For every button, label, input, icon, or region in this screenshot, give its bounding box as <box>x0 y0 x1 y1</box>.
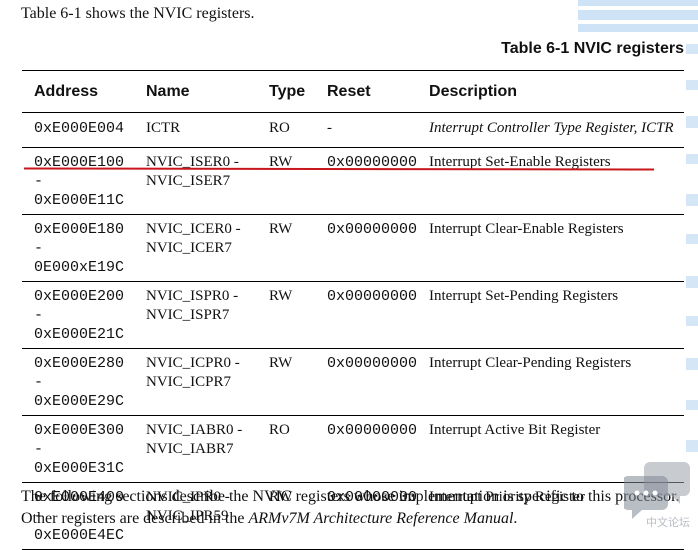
cell-name: ICTR <box>134 112 257 148</box>
cell-reset: 0x00000000 <box>315 348 418 416</box>
cell-name: NVIC_ISPR0 - NVIC_ISPR7 <box>134 281 257 349</box>
cell-type: RW <box>257 147 315 215</box>
table-row: 0xE000E400 -0xE000E4EC NVIC_IPR0 - NVIC_I… <box>22 482 684 550</box>
cell-name: NVIC_ISER0 - NVIC_ISER7 <box>134 147 257 215</box>
header-type: Type <box>257 70 315 113</box>
cell-description: Interrupt Set-Enable Registers <box>417 147 684 215</box>
intro-paragraph: Table 6-1 shows the NVIC registers. <box>21 5 255 22</box>
cell-description: Interrupt Clear-Pending Registers <box>417 348 684 416</box>
cell-type: RW <box>257 281 315 349</box>
cell-type: RO <box>257 415 315 483</box>
cell-description: Interrupt Active Bit Register <box>417 415 684 483</box>
cell-reset: 0x00000000 <box>315 415 418 483</box>
cell-description: Interrupt Clear-Enable Registers <box>417 214 684 282</box>
cell-type: RW <box>257 348 315 416</box>
cell-name: NVIC_ICPR0 - NVIC_ICPR7 <box>134 348 257 416</box>
cell-address: 0xE000E100 -0xE000E11C <box>22 147 134 215</box>
nvic-register-table: Address Name Type Reset Description 0xE0… <box>22 70 684 550</box>
footer-paragraph: The following sections describe the NVIC… <box>21 488 680 527</box>
table-row: 0xE000E100 -0xE000E11C NVIC_ISER0 - NVIC_… <box>22 147 684 215</box>
cell-address: 0xE000E004 <box>22 112 134 148</box>
table-row: 0xE000E300 -0xE000E31C NVIC_IABR0 - NVIC_… <box>22 415 684 483</box>
decorative-side-strip <box>686 44 698 464</box>
header-address: Address <box>22 70 134 113</box>
cell-address: 0xE000E180 -0E000xE19C <box>22 214 134 282</box>
cell-name: NVIC_IABR0 - NVIC_IABR7 <box>134 415 257 483</box>
cell-reset: 0x00000000 <box>315 214 418 282</box>
cell-name: NVIC_ICER0 - NVIC_ICER7 <box>134 214 257 282</box>
table-row: 0xE000E180 -0E000xE19C NVIC_ICER0 - NVIC_… <box>22 214 684 282</box>
chat-bubble-icon <box>624 462 690 519</box>
cell-address: 0xE000E200 -0xE000E21C <box>22 281 134 349</box>
cell-reset: - <box>315 112 418 148</box>
cell-address: 0xE000E300 -0xE000E31C <box>22 415 134 483</box>
table-row: 0xE000E004 ICTR RO - Interrupt Controlle… <box>22 112 684 148</box>
watermark-text: 中文论坛 <box>646 516 690 529</box>
cell-type: RO <box>257 112 315 148</box>
header-description: Description <box>417 70 684 113</box>
cell-reset: 0x00000000 <box>315 281 418 349</box>
table-caption: Table 6-1 NVIC registers <box>501 40 684 57</box>
cell-address: 0xE000E280 -0xE000E29C <box>22 348 134 416</box>
table-row: 0xE000E280 -0xE000E29C NVIC_ICPR0 - NVIC_… <box>22 348 684 416</box>
decorative-corner-pattern <box>578 0 698 40</box>
header-name: Name <box>134 70 257 113</box>
cell-type: RW <box>257 214 315 282</box>
table-header-row: Address Name Type Reset Description <box>22 70 684 113</box>
cell-description: Interrupt Set-Pending Registers <box>417 281 684 349</box>
cell-description: Interrupt Controller Type Register, ICTR <box>417 112 684 148</box>
header-reset: Reset <box>315 70 418 113</box>
table-row: 0xE000E200 -0xE000E21C NVIC_ISPR0 - NVIC_… <box>22 281 684 349</box>
cell-reset: 0x00000000 <box>315 147 418 215</box>
